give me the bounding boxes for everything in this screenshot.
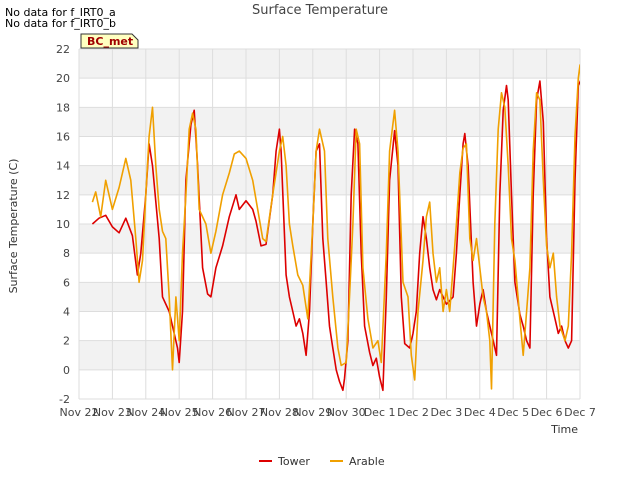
series-lines — [91, 64, 580, 392]
grid-band — [79, 224, 580, 254]
x-tick-label: Nov 28 — [260, 406, 299, 419]
x-tick-label: Dec 4 — [464, 406, 496, 419]
y-tick-label: 8 — [63, 247, 70, 260]
grid-band — [79, 340, 580, 370]
series-line-tower — [91, 79, 580, 392]
grid-band — [79, 49, 580, 79]
y-tick-label: 10 — [56, 218, 70, 231]
x-tick-label: Nov 24 — [126, 406, 165, 419]
y-tick-label: 18 — [56, 101, 70, 114]
x-axis-label: Time — [550, 423, 578, 436]
y-tick-label: 12 — [56, 189, 70, 202]
x-tick-label: Nov 27 — [227, 406, 266, 419]
grid-band — [79, 107, 580, 137]
badge-box — [80, 33, 139, 49]
legend-label-tower: Tower — [277, 455, 310, 468]
y-tick-label: 6 — [63, 276, 70, 289]
y-tick-label: 20 — [56, 72, 70, 85]
x-tick-label: Dec 7 — [564, 406, 596, 419]
x-tick-label: Nov 26 — [193, 406, 232, 419]
chart-title: Surface Temperature — [251, 3, 388, 18]
y-tick-label: 14 — [56, 160, 70, 173]
legend: Tower Arable — [259, 455, 385, 468]
bc-met-badge: BC_met — [80, 33, 139, 49]
x-tick-label: Dec 1 — [364, 406, 396, 419]
y-tick-label: 16 — [56, 131, 70, 144]
x-tick-label: Nov 29 — [293, 406, 332, 419]
no-data-note-a: No data for f_IRT0_a — [5, 6, 116, 19]
badge-label: BC_met — [87, 35, 133, 48]
x-tick-label: Nov 23 — [93, 406, 132, 419]
x-tick-label: Nov 22 — [60, 406, 99, 419]
y-tick-label: 22 — [56, 43, 70, 56]
y-tick-label: 2 — [63, 335, 70, 348]
x-tick-label: Nov 25 — [160, 406, 199, 419]
y-tick-label: 4 — [63, 306, 70, 319]
y-axis-label: Surface Temperature (C) — [7, 159, 20, 294]
series-line-arable — [91, 64, 580, 390]
legend-label-arable: Arable — [349, 455, 385, 468]
x-tick-label: Dec 5 — [497, 406, 529, 419]
x-tick-label: Dec 6 — [531, 406, 563, 419]
x-tick-label: Nov 30 — [327, 406, 366, 419]
no-data-note-b: No data for f_IRT0_b — [5, 17, 117, 30]
y-axis-ticks: -2 0 2 4 6 8 10 12 14 16 18 20 22 — [56, 43, 70, 406]
x-tick-label: Dec 3 — [431, 406, 463, 419]
y-tick-label: 0 — [63, 364, 70, 377]
x-tick-label: Dec 2 — [397, 406, 429, 419]
y-tick-label: -2 — [59, 393, 70, 406]
grid-band — [79, 282, 580, 312]
